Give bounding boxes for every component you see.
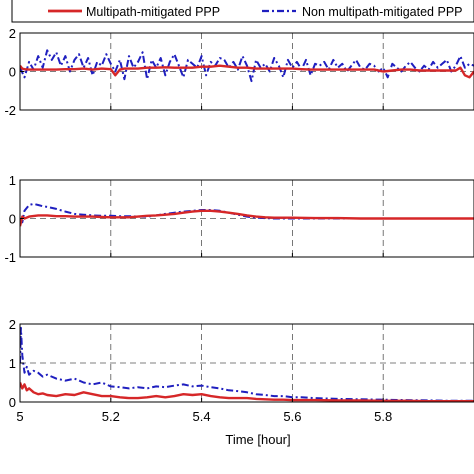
- series-line-non-mitigated: [20, 49, 474, 83]
- series-line-mitigated: [20, 209, 474, 227]
- series-line-mitigated: [20, 382, 474, 402]
- legend-box: [11, 0, 474, 23]
- x-tick-label: 5.4: [193, 409, 211, 424]
- legend-label-non-mitigated: Non multipath-mitigated PPP: [302, 5, 463, 19]
- legend: Multipath-mitigated PPP Non multipath-mit…: [11, 0, 474, 23]
- series-line-mitigated: [20, 64, 474, 79]
- panels: -2 0 2 -1 0 1 0 1 2: [4, 26, 474, 410]
- series-line-non-mitigated: [20, 326, 474, 402]
- y-tick-label: 2: [9, 317, 16, 332]
- y-tick-label: 1: [9, 173, 16, 188]
- subplot-2: -1 0 1: [4, 173, 474, 265]
- x-axis-tick-labels: 5 5.2 5.4 5.6 5.8: [16, 409, 392, 424]
- x-tick-label: 5.6: [283, 409, 301, 424]
- x-tick-label: 5: [16, 409, 23, 424]
- subplot-3: 0 1 2: [9, 317, 474, 410]
- y-tick-label: -1: [4, 250, 16, 265]
- subplot-1: -2 0 2: [4, 26, 474, 118]
- y-tick-label: 2: [9, 26, 16, 41]
- legend-label-mitigated: Multipath-mitigated PPP: [86, 5, 220, 19]
- x-tick-label: 5.2: [102, 409, 120, 424]
- y-tick-label: 0: [9, 395, 16, 410]
- y-tick-label: -2: [4, 103, 16, 118]
- y-tick-label: 1: [9, 356, 16, 371]
- x-axis-label: Time [hour]: [225, 432, 290, 447]
- x-tick-label: 5.8: [374, 409, 392, 424]
- y-tick-label: 0: [9, 65, 16, 80]
- y-tick-label: 0: [9, 212, 16, 227]
